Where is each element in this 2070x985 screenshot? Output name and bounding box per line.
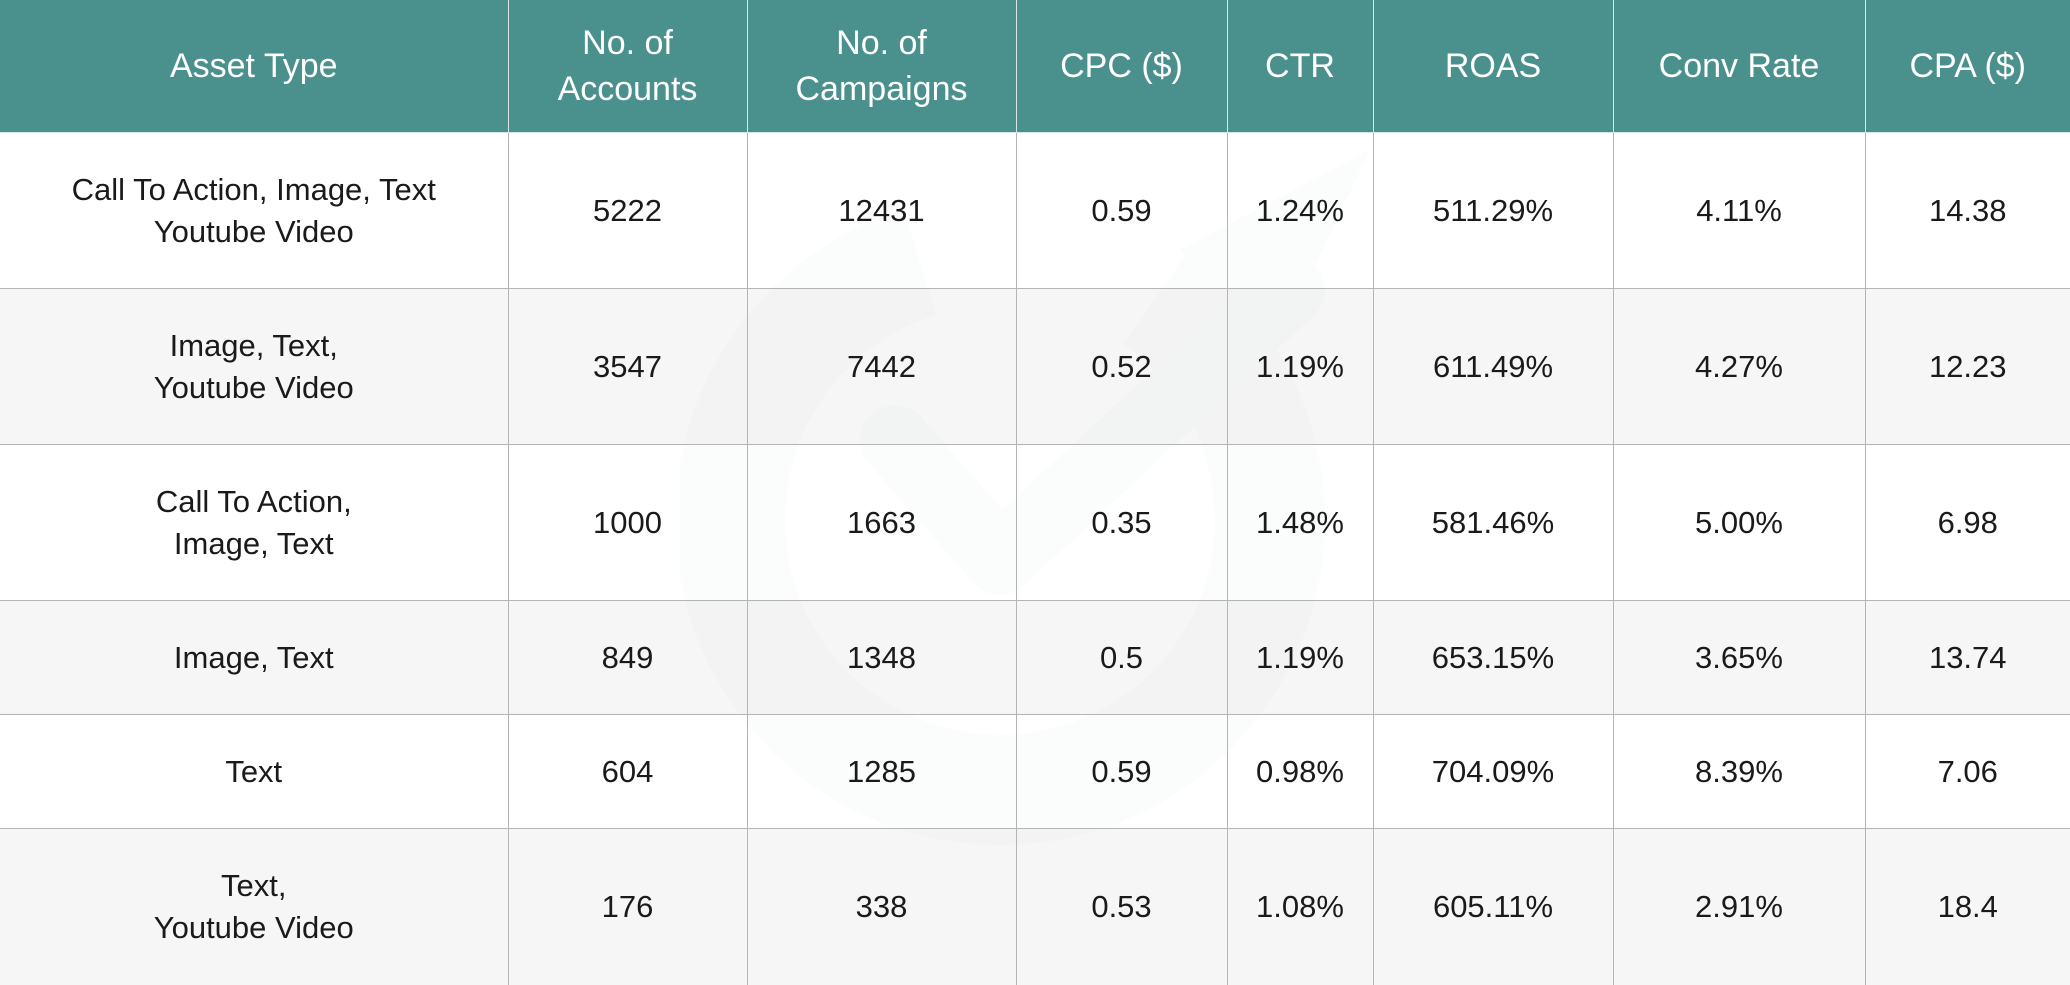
- cell-asset-type: Image, Text, Youtube Video: [0, 288, 509, 445]
- header-cpa: CPA ($): [1864, 0, 2070, 133]
- cell-cpc: 0.59: [1015, 132, 1228, 289]
- table-row: Call To Action, Image, Text Youtube Vide…: [0, 132, 2070, 289]
- cell-campaigns: 1348: [746, 600, 1017, 715]
- cell-conv-rate: 3.65%: [1612, 600, 1866, 715]
- cell-conv-rate: 2.91%: [1612, 828, 1866, 985]
- cell-accounts: 849: [507, 600, 748, 715]
- cell-accounts: 604: [507, 714, 748, 829]
- cell-ctr: 1.19%: [1226, 600, 1374, 715]
- table-row: Text 604 1285 0.59 0.98% 704.09% 8.39% 7…: [0, 714, 2070, 829]
- cell-roas: 704.09%: [1372, 714, 1614, 829]
- table-row: Image, Text 849 1348 0.5 1.19% 653.15% 3…: [0, 600, 2070, 715]
- header-roas: ROAS: [1372, 0, 1614, 133]
- header-conv-rate: Conv Rate: [1612, 0, 1866, 133]
- cell-campaigns: 12431: [746, 132, 1017, 289]
- cell-asset-type: Text, Youtube Video: [0, 828, 509, 985]
- table-row: Call To Action, Image, Text 1000 1663 0.…: [0, 444, 2070, 601]
- cell-cpc: 0.35: [1015, 444, 1228, 601]
- header-accounts: No. of Accounts: [507, 0, 748, 133]
- cell-cpc: 0.59: [1015, 714, 1228, 829]
- cell-accounts: 176: [507, 828, 748, 985]
- cell-cpc: 0.5: [1015, 600, 1228, 715]
- cell-conv-rate: 8.39%: [1612, 714, 1866, 829]
- cell-cpa: 6.98: [1864, 444, 2070, 601]
- header-campaigns: No. of Campaigns: [746, 0, 1017, 133]
- cell-roas: 605.11%: [1372, 828, 1614, 985]
- cell-roas: 581.46%: [1372, 444, 1614, 601]
- cell-cpa: 14.38: [1864, 132, 2070, 289]
- cell-asset-type: Image, Text: [0, 600, 509, 715]
- cell-accounts: 1000: [507, 444, 748, 601]
- cell-cpc: 0.53: [1015, 828, 1228, 985]
- header-asset-type: Asset Type: [0, 0, 509, 133]
- cell-accounts: 5222: [507, 132, 748, 289]
- cell-campaigns: 1663: [746, 444, 1017, 601]
- header-cpc: CPC ($): [1015, 0, 1228, 133]
- cell-ctr: 1.08%: [1226, 828, 1374, 985]
- cell-ctr: 1.24%: [1226, 132, 1374, 289]
- cell-conv-rate: 5.00%: [1612, 444, 1866, 601]
- cell-campaigns: 338: [746, 828, 1017, 985]
- table-row: Image, Text, Youtube Video 3547 7442 0.5…: [0, 288, 2070, 445]
- cell-roas: 511.29%: [1372, 132, 1614, 289]
- header-row: Asset Type No. of Accounts No. of Campai…: [0, 0, 2070, 133]
- table-row: Text, Youtube Video 176 338 0.53 1.08% 6…: [0, 828, 2070, 985]
- cell-cpa: 13.74: [1864, 600, 2070, 715]
- cell-asset-type: Text: [0, 714, 509, 829]
- cell-conv-rate: 4.27%: [1612, 288, 1866, 445]
- cell-cpa: 18.4: [1864, 828, 2070, 985]
- cell-roas: 653.15%: [1372, 600, 1614, 715]
- cell-accounts: 3547: [507, 288, 748, 445]
- cell-conv-rate: 4.11%: [1612, 132, 1866, 289]
- cell-roas: 611.49%: [1372, 288, 1614, 445]
- cell-campaigns: 7442: [746, 288, 1017, 445]
- cell-ctr: 1.48%: [1226, 444, 1374, 601]
- cell-ctr: 0.98%: [1226, 714, 1374, 829]
- cell-cpa: 7.06: [1864, 714, 2070, 829]
- cell-ctr: 1.19%: [1226, 288, 1374, 445]
- cell-cpa: 12.23: [1864, 288, 2070, 445]
- header-ctr: CTR: [1226, 0, 1374, 133]
- cell-asset-type: Call To Action, Image, Text Youtube Vide…: [0, 132, 509, 289]
- cell-cpc: 0.52: [1015, 288, 1228, 445]
- cell-asset-type: Call To Action, Image, Text: [0, 444, 509, 601]
- cell-campaigns: 1285: [746, 714, 1017, 829]
